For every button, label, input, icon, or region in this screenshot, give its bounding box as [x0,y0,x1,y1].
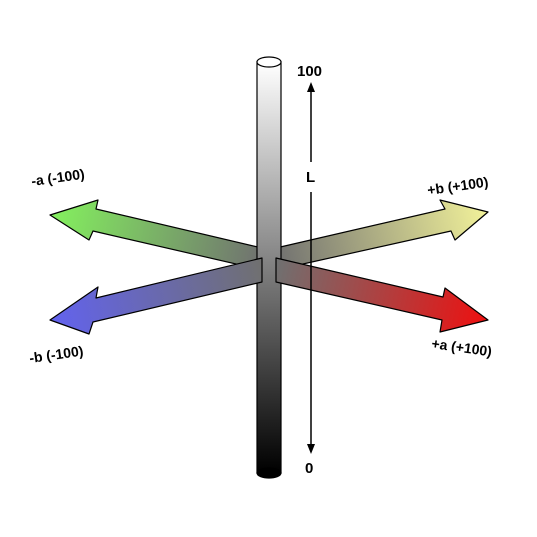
lightness-top-label: 100 [297,63,322,80]
lightness-column-top [256,467,282,479]
lightness-column-cap [256,56,282,68]
neg-b-label: -b (-100) [28,343,84,366]
neg-b-arrow [49,257,263,335]
pos-b-arrow [275,199,489,271]
lightness-axis-name: L [306,169,315,186]
pos-a-arrow [275,257,489,333]
lightness-bottom-label: 0 [305,460,313,477]
pos-a-label: +a (+100) [431,335,493,359]
neg-a-arrow [49,199,263,271]
lightness-axis-arrowhead-up [307,82,315,92]
neg-a-label: -a (-100) [30,166,85,189]
lightness-axis-arrowhead-down [307,444,315,454]
pos-b-label: +b (+100) [426,174,489,198]
